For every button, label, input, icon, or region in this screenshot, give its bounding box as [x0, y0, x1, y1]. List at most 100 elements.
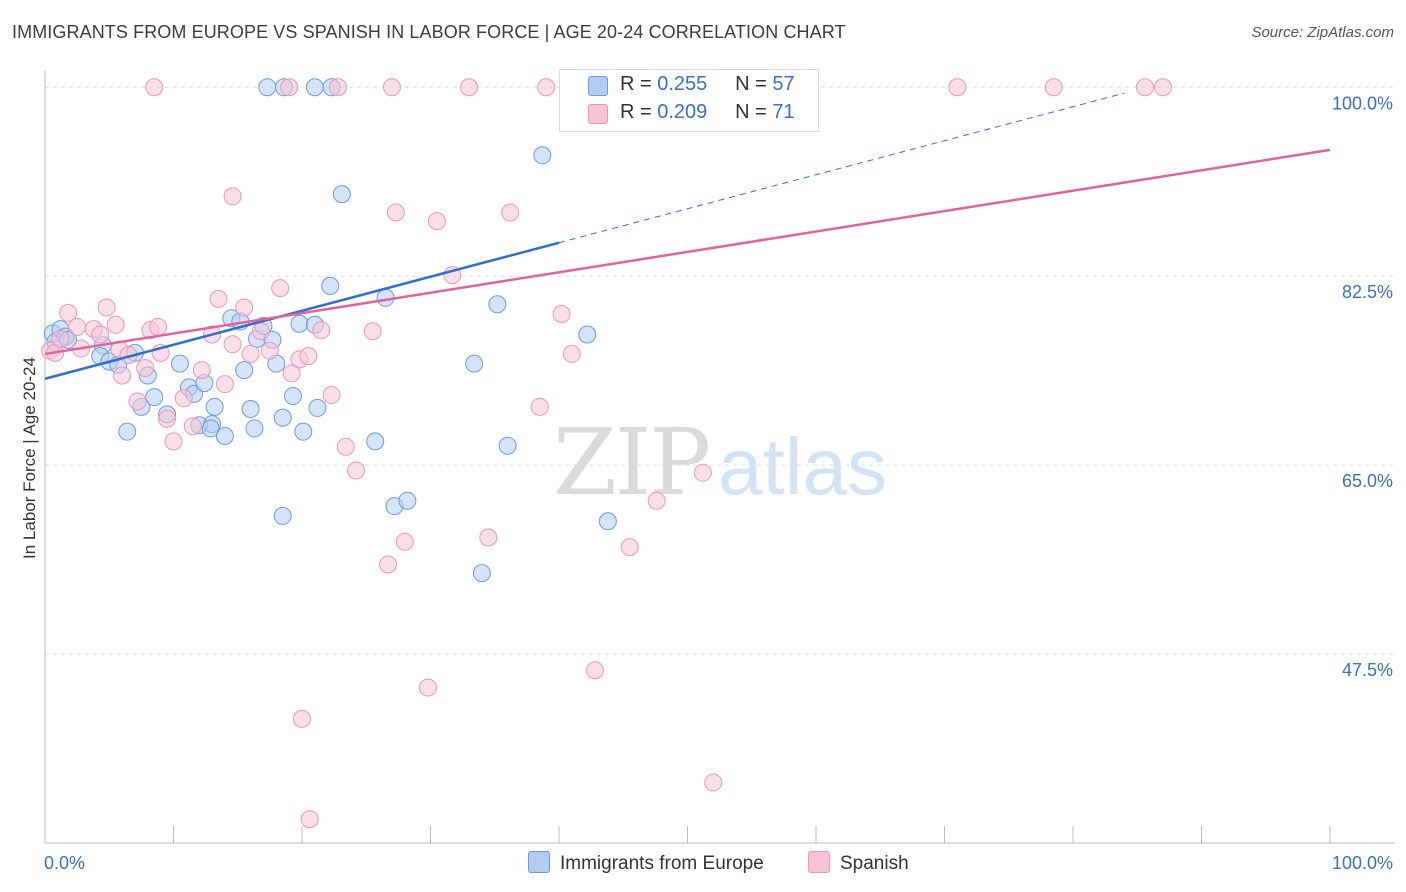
point-europe [215, 426, 234, 445]
point-spanish [235, 298, 254, 317]
point-spanish [704, 773, 723, 792]
point-spanish [1044, 78, 1063, 97]
point-spanish [128, 392, 147, 411]
point-spanish [136, 358, 155, 377]
point-spanish [209, 289, 228, 308]
legend-n-value-europe: 57 [772, 73, 795, 95]
point-spanish [386, 203, 405, 222]
point-europe [332, 185, 351, 204]
bottom-legend-spanish: Spanish [808, 851, 909, 875]
point-spanish [68, 317, 87, 336]
y-tick-label: 100.0% [1332, 93, 1393, 113]
point-spanish [501, 203, 520, 222]
point-europe [366, 432, 385, 451]
point-spanish [328, 78, 347, 97]
point-europe [273, 506, 292, 525]
bottom-legend-swatch-spanish [808, 851, 830, 873]
point-spanish [395, 532, 414, 551]
point-spanish [1153, 78, 1172, 97]
point-europe [284, 387, 303, 406]
point-spanish [647, 491, 666, 510]
point-europe [145, 388, 164, 407]
point-spanish [322, 385, 341, 404]
point-spanish [97, 298, 116, 317]
point-spanish [382, 78, 401, 97]
point-spanish [145, 78, 164, 97]
legend-r-label: R = [620, 73, 652, 95]
point-spanish [293, 709, 311, 728]
point-spanish [280, 78, 299, 97]
point-europe [201, 419, 220, 438]
bottom-legend-swatch-europe [528, 851, 550, 873]
trendline-europe-extension [558, 92, 1125, 244]
point-europe [294, 422, 313, 441]
point-spanish [346, 461, 365, 480]
point-spanish [149, 317, 168, 336]
point-spanish [251, 322, 270, 341]
bottom-legend-label-spanish: Spanish [840, 853, 909, 874]
point-spanish [1135, 78, 1154, 97]
point-spanish [427, 212, 446, 231]
y-tick-label: 47.5% [1342, 660, 1393, 680]
point-spanish [260, 341, 279, 360]
legend-r-label: R = [620, 101, 652, 123]
point-spanish [620, 538, 639, 557]
legend-r-value-europe: 0.255 [657, 73, 708, 95]
watermark-zip: ZIP [553, 409, 709, 516]
legend-swatch-europe [588, 76, 608, 96]
point-spanish [192, 361, 211, 380]
legend-n-value-spanish: 71 [772, 101, 795, 123]
point-europe [305, 78, 324, 97]
point-europe [245, 419, 264, 438]
point-europe [241, 399, 260, 418]
bottom-legend-europe: Immigrants from Europe [528, 851, 764, 875]
point-spanish [300, 810, 319, 829]
point-spanish [174, 389, 193, 408]
point-europe [598, 512, 617, 531]
point-spanish [530, 397, 549, 416]
legend-r-value-spanish: 0.209 [657, 101, 708, 123]
point-spanish [312, 321, 331, 340]
point-spanish [418, 678, 437, 697]
point-europe [533, 146, 552, 165]
legend-n-label: N = [735, 101, 767, 123]
point-spanish [158, 409, 177, 428]
point-spanish [379, 555, 398, 574]
point-spanish [223, 335, 242, 354]
point-europe [205, 397, 224, 416]
point-spanish [113, 366, 132, 385]
point-europe [578, 325, 597, 344]
watermark-atlas: atlas [718, 422, 887, 511]
point-spanish [460, 78, 479, 97]
y-axis-label: In Labor Force | Age 20-24 [20, 357, 39, 559]
point-spanish [59, 303, 78, 322]
point-europe [472, 564, 491, 583]
point-spanish [183, 417, 202, 436]
stats-legend: R = 0.255 N = 57 R = 0.209 N = 71 [559, 69, 819, 132]
point-europe [498, 436, 517, 455]
trendline-europe [44, 241, 560, 380]
point-spanish [282, 364, 301, 383]
y-tick-label: 82.5% [1342, 282, 1393, 302]
point-europe [321, 276, 340, 295]
legend-n-label: N = [735, 73, 767, 95]
point-europe [273, 408, 292, 427]
point-spanish [562, 344, 581, 363]
point-spanish [223, 187, 242, 206]
point-europe [290, 314, 309, 333]
point-europe [465, 354, 484, 373]
point-spanish [91, 325, 110, 344]
source-label: Source: ZipAtlas.com [1251, 24, 1394, 41]
x-tick-label: 0.0% [44, 853, 85, 873]
point-europe [308, 398, 327, 417]
point-spanish [51, 329, 70, 348]
point-spanish [363, 322, 382, 341]
point-spanish [552, 304, 571, 323]
point-spanish [241, 344, 260, 363]
point-spanish [948, 78, 967, 97]
point-spanish [215, 375, 234, 394]
legend-swatch-spanish [588, 104, 608, 124]
point-europe [235, 361, 254, 380]
point-spanish [299, 347, 318, 366]
